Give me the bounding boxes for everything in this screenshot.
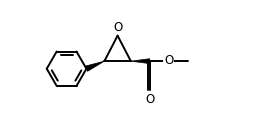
Text: O: O	[164, 54, 173, 67]
Polygon shape	[85, 61, 104, 71]
Text: O: O	[113, 21, 122, 34]
Polygon shape	[131, 59, 150, 64]
Text: O: O	[145, 93, 154, 106]
